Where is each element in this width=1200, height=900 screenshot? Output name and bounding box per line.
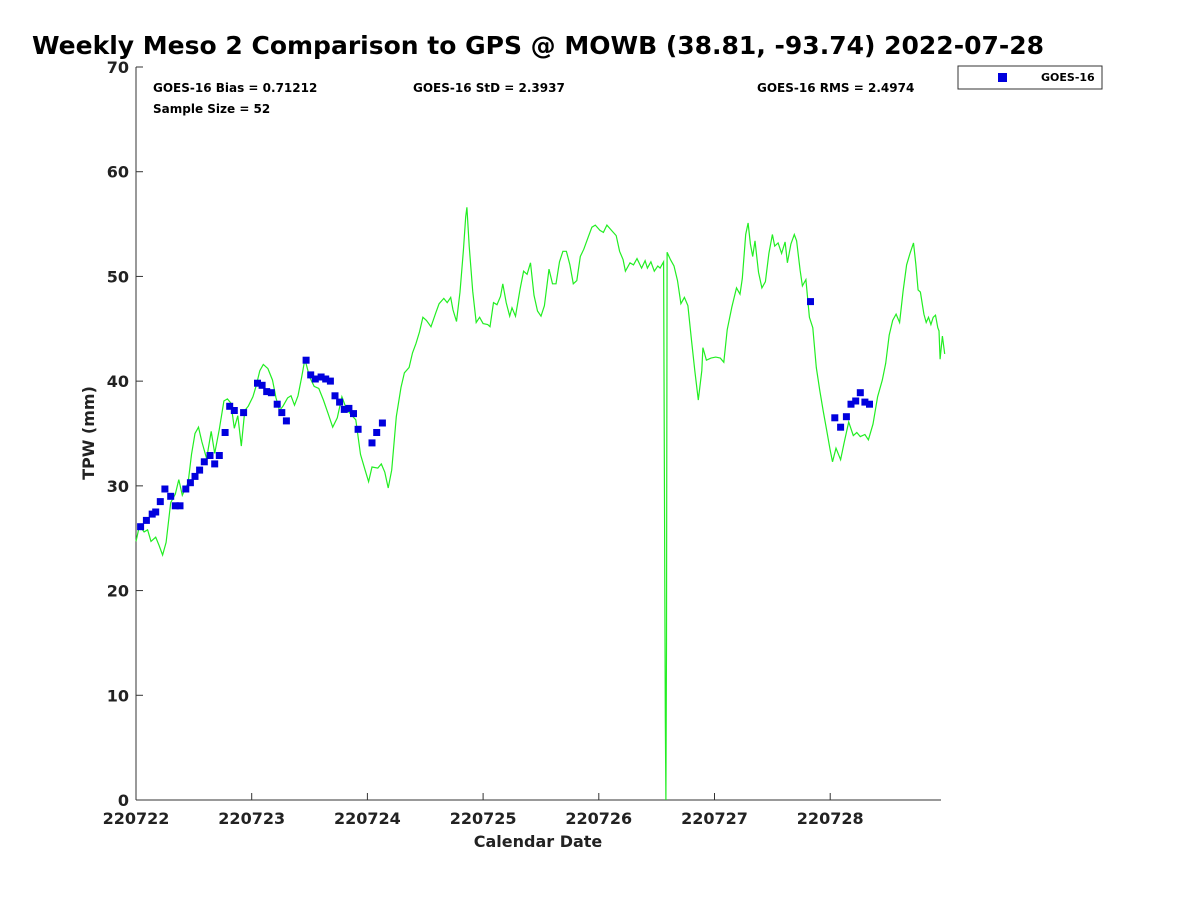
chart-title: Weekly Meso 2 Comparison to GPS @ MOWB (… [32, 31, 1044, 60]
goes16-point [350, 410, 357, 418]
y-tick-label: 20 [107, 582, 129, 601]
goes16-point [831, 414, 839, 422]
goes16-point [196, 466, 204, 474]
goes16-point [171, 502, 179, 510]
y-tick-label: 70 [107, 58, 129, 77]
y-tick-label: 30 [107, 477, 129, 496]
goes16-point [152, 508, 160, 516]
goes16-point [345, 404, 353, 412]
goes16-point [368, 439, 376, 447]
goes16-point [278, 409, 286, 417]
x-tick-label: 220725 [450, 809, 517, 828]
goes16-point [176, 502, 184, 510]
goes16-point [282, 417, 290, 425]
goes16-point [161, 485, 169, 493]
legend: GOES-16 [957, 65, 1103, 90]
goes16-point [191, 472, 199, 480]
y-tick-label: 40 [107, 372, 129, 391]
goes16-point [326, 377, 334, 385]
x-tick-label: 220723 [218, 809, 285, 828]
goes16-point [852, 397, 860, 405]
goes16-point [837, 423, 845, 431]
sample-size-stat: Sample Size = 52 [153, 102, 270, 116]
goes16-point [373, 429, 381, 436]
goes16-point [307, 371, 315, 379]
goes16-point [866, 400, 873, 408]
y-tick-label: 50 [107, 267, 129, 286]
x-axis-ticks: 220722 220723 220724 220725 220726 220727 2207… [103, 793, 864, 828]
x-tick-label: 220728 [797, 809, 864, 828]
x-tick-label: 220724 [334, 809, 401, 828]
y-axis-label: TPW (mm) [79, 386, 98, 480]
x-axis-label: Calendar Date [474, 832, 603, 851]
x-tick-label: 220727 [681, 809, 748, 828]
goes16-point [142, 516, 150, 524]
x-tick-label: 220726 [565, 809, 632, 828]
goes16-point [861, 398, 869, 406]
series-layer [135, 207, 946, 801]
goes16-point [302, 356, 310, 364]
legend-marker-goes16 [998, 73, 1007, 82]
y-tick-label: 60 [107, 163, 129, 182]
goes16-point [156, 498, 164, 506]
goes16-point [842, 413, 850, 421]
goes16-point [258, 381, 266, 389]
goes16-point [226, 402, 234, 410]
goes16-point [311, 375, 319, 383]
goes16-point [263, 388, 271, 396]
goes16-point [336, 398, 344, 406]
goes16-point [186, 479, 194, 487]
goes16-point [167, 492, 175, 500]
gps-tpw-line [135, 207, 946, 801]
goes16-point [254, 379, 261, 387]
goes16-point [317, 373, 325, 381]
goes16-point [240, 409, 248, 417]
goes16-point [211, 460, 219, 468]
goes16-point [847, 400, 855, 408]
y-axis-ticks: 0 10 20 30 40 50 60 70 [107, 58, 143, 810]
goes16-point [267, 389, 275, 397]
goes16-point [230, 407, 238, 414]
std-stat: GOES-16 StD = 2.3937 [413, 81, 565, 95]
goes16-point [273, 400, 281, 408]
plot-area [136, 67, 941, 800]
legend-box [957, 65, 1103, 90]
goes16-point [807, 298, 814, 306]
goes16-point [221, 429, 229, 436]
goes16-point [340, 405, 348, 413]
y-tick-label: 10 [107, 686, 129, 705]
legend-label-goes16: GOES-16 [1041, 71, 1095, 84]
y-tick-label: 0 [118, 791, 129, 810]
goes16-point [322, 375, 330, 383]
goes16-point [378, 419, 386, 427]
x-tick-label: 220722 [103, 809, 170, 828]
goes16-point [137, 523, 145, 531]
goes16-point [354, 425, 362, 433]
goes16-point [182, 485, 190, 493]
goes16-point [206, 452, 214, 459]
goes16-point [331, 392, 339, 400]
goes16-point [215, 452, 223, 459]
rms-stat: GOES-16 RMS = 2.4974 [757, 81, 914, 95]
goes16-point [856, 389, 864, 397]
goes16-point [200, 458, 208, 466]
bias-stat: GOES-16 Bias = 0.71212 [153, 81, 317, 95]
